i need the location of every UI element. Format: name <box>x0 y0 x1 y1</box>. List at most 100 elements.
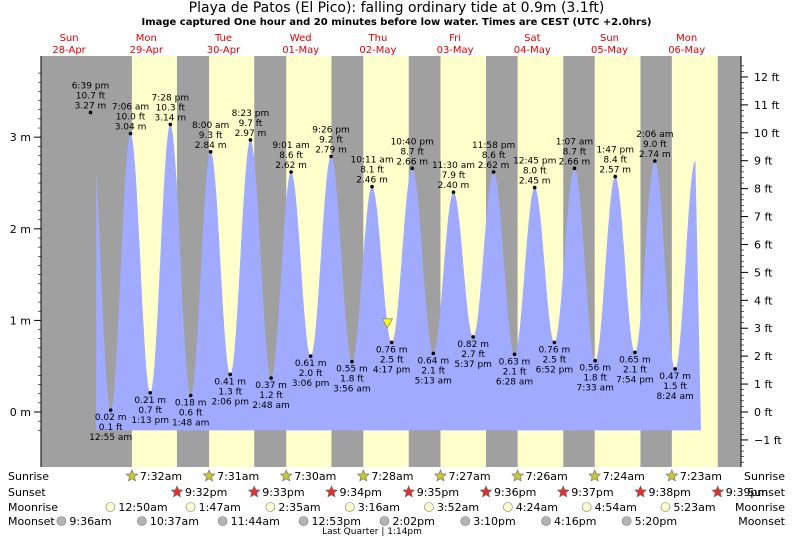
low-tide-time: 4:17 pm <box>373 365 411 375</box>
low-tide-point <box>148 390 153 395</box>
high-tide-time: 10:40 pm <box>391 137 434 147</box>
high-tide-point <box>491 170 496 174</box>
low-tide-time: 6:28 am <box>496 377 533 387</box>
high-tide-m: 2.45 m <box>519 177 551 187</box>
moonset-time: 5:20pm <box>635 515 677 528</box>
sunset-time: 9:34pm <box>339 486 381 499</box>
sunset-time: 9:33pm <box>262 486 304 499</box>
low-tide-ft: 2.1 ft <box>503 367 527 377</box>
high-tide-m: 2.62 m <box>478 161 510 171</box>
sunrise-time: 7:27am <box>448 470 490 483</box>
high-tide-point <box>410 166 415 171</box>
y-tick-label-m: 2 m <box>10 223 31 236</box>
current-tide-marker <box>381 318 394 329</box>
moonset-time: 2:02pm <box>392 515 434 528</box>
low-tide-time: 5:37 pm <box>454 360 492 370</box>
low-tide-ft: 1.2 ft <box>259 391 283 401</box>
high-tide-m: 2.40 m <box>438 181 470 191</box>
low-tide-point <box>593 358 597 363</box>
low-tide-m: 0.65 m <box>619 355 651 365</box>
sunrise-star-icon <box>511 469 525 482</box>
moonset-time: 12:53pm <box>312 515 361 528</box>
date-label: 01-May <box>282 45 319 56</box>
low-tide-point <box>188 393 193 398</box>
date-label: 02-May <box>359 45 396 56</box>
y-tick-label-ft: 11 ft <box>754 99 780 112</box>
day-of-week-label: Mon <box>136 33 157 44</box>
day-of-week-label: Mon <box>676 33 697 44</box>
low-tide-time: 3:56 am <box>333 385 370 395</box>
y-tick-label-m: 1 m <box>10 314 31 327</box>
low-tide-m: 0.63 m <box>499 357 531 367</box>
high-tide-point <box>532 185 537 190</box>
date-label: 04-May <box>514 45 551 56</box>
high-tide-m: 2.97 m <box>235 129 267 139</box>
day-of-week-label: Sun <box>600 33 619 44</box>
low-tide-point <box>471 335 475 339</box>
sunset-time: 9:37pm <box>571 486 613 499</box>
moonset-moon-icon <box>621 516 632 526</box>
y-tick-label-ft: 12 ft <box>754 71 780 84</box>
moonrise-moon-icon <box>581 502 592 512</box>
low-tide-time: 1:48 am <box>172 419 209 429</box>
low-tide-time: 7:54 pm <box>616 375 654 385</box>
sunrise-time: 7:26am <box>526 470 568 483</box>
y-tick-label-ft: 0 ft <box>754 406 773 419</box>
high-tide-m: 3.14 m <box>154 113 186 123</box>
sunrise-star-icon <box>125 469 139 482</box>
sunrise-time: 7:28am <box>371 470 413 483</box>
high-tide-time: 1:07 am <box>556 137 593 147</box>
high-tide-ft: 8.0 ft <box>523 167 547 177</box>
high-tide-m: 2.74 m <box>639 150 671 160</box>
day-of-week-label: Sun <box>60 33 79 44</box>
high-tide-ft: 9.3 ft <box>199 131 223 141</box>
day-labels: Sun28-AprMon29-AprTue30-AprWed01-MayThu0… <box>52 33 705 56</box>
sunrise-star-icon <box>202 469 216 482</box>
high-tide-ft: 9.2 ft <box>319 135 343 145</box>
astro-table: Sunrise Sunrise 7:32am 7:31am 7:30am 7:28am 7:… <box>8 469 786 537</box>
low-tide-m: 0.37 m <box>255 381 287 391</box>
moonset-moon-icon <box>137 516 147 526</box>
sunset-time: 9:38pm <box>648 486 690 499</box>
tide-area <box>96 124 701 431</box>
moonrise-moon-icon <box>503 502 513 512</box>
sunset-row-label: Sunset <box>8 486 46 499</box>
y-tick-label-ft: −1 ft <box>754 434 782 447</box>
sunset-row-label-right: Sunset <box>747 486 785 499</box>
chart-subtitle: Image captured One hour and 20 minutes b… <box>141 17 652 28</box>
high-tide-point <box>653 159 657 163</box>
sunset-time: 9:39pm <box>726 486 768 499</box>
date-label: 03-May <box>437 45 474 56</box>
high-tide-time: 8:23 pm <box>232 109 270 119</box>
right-margin <box>741 56 793 467</box>
y-tick-label-ft: 1 ft <box>754 378 773 391</box>
moonset-moon-icon <box>298 516 309 526</box>
high-tide-point <box>168 122 173 127</box>
high-tide-ft: 10.3 ft <box>156 103 186 113</box>
sunrise-star-icon <box>356 469 370 482</box>
low-tide-ft: 2.5 ft <box>380 355 404 365</box>
sunset-star-icon <box>402 485 416 498</box>
sunrise-time: 7:32am <box>140 470 182 483</box>
sunrise-time: 7:30am <box>294 470 336 483</box>
low-tide-ft: 1.3 ft <box>218 387 242 397</box>
moonset-row-label: Moonset <box>8 515 55 528</box>
low-tide-ft: 1.5 ft <box>663 382 687 392</box>
high-tide-time: 9:26 pm <box>312 125 350 135</box>
low-tide-m: 0.18 m <box>175 399 207 409</box>
sunset-time: 9:36pm <box>494 486 536 499</box>
low-tide-time: 2:48 am <box>252 401 289 411</box>
low-tide-point <box>350 359 354 364</box>
high-tide-m: 2.66 m <box>559 157 591 167</box>
high-tide-ft: 9.7 ft <box>239 119 263 129</box>
low-tide-point <box>552 340 557 345</box>
low-tide-m: 0.21 m <box>134 396 166 406</box>
moonset-moon-icon <box>379 516 390 526</box>
high-tide-ft: 8.7 ft <box>563 147 587 157</box>
moonrise-moon-icon <box>345 502 355 512</box>
moonrise-time: 2:35am <box>278 501 320 514</box>
sunrise-star-icon <box>588 469 602 482</box>
moonrise-time: 1:47am <box>199 501 241 514</box>
high-tide-time: 7:06 am <box>112 103 149 113</box>
